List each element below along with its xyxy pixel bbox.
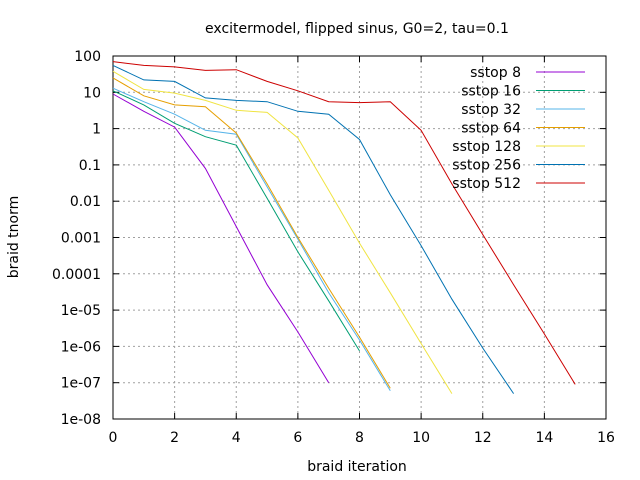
x-axis-label: braid iteration xyxy=(307,459,407,475)
series-lines xyxy=(112,61,576,394)
series-line-sstop-128 xyxy=(112,70,453,394)
legend-label: sstop 256 xyxy=(452,158,521,174)
y-tick-label: 0.0001 xyxy=(52,267,101,283)
x-tick-label: 0 xyxy=(109,430,118,446)
legend: sstop 8 sstop 16 sstop 32 sstop 64 sstop 128… xyxy=(452,65,585,192)
grid xyxy=(113,56,606,419)
legend-label: sstop 64 xyxy=(461,121,521,137)
x-tick-label: 10 xyxy=(412,430,430,446)
x-tick-label: 14 xyxy=(535,430,553,446)
y-tick-label: 1e-06 xyxy=(61,339,101,355)
legend-label: sstop 8 xyxy=(470,65,521,81)
x-tick-label: 16 xyxy=(597,430,615,446)
y-tick-label: 10 xyxy=(83,85,101,101)
chart-title: excitermodel, flipped sinus, G0=2, tau=0… xyxy=(205,21,509,37)
x-tick-label: 4 xyxy=(232,430,241,446)
x-tick-label: 12 xyxy=(474,430,492,446)
y-tick-label: 1e-05 xyxy=(61,303,101,319)
series-line-sstop-16 xyxy=(112,90,360,352)
y-tick-label: 1 xyxy=(92,122,101,138)
y-axis-label: braid tnorm xyxy=(6,196,22,279)
series-line-sstop-8 xyxy=(112,93,330,383)
legend-label: sstop 32 xyxy=(461,102,521,118)
series-line-sstop-32 xyxy=(112,87,391,392)
legend-label: sstop 16 xyxy=(461,84,521,100)
y-tick-label: 100 xyxy=(74,49,101,65)
series-line-sstop-64 xyxy=(112,77,391,389)
y-tick-label: 0.1 xyxy=(79,158,101,174)
y-tick-label: 1e-07 xyxy=(61,376,101,392)
series-line-sstop-256 xyxy=(112,64,515,394)
axis-ticks: 0 2 4 6 8 10 12 14 16 1e-08 1e-07 1e-06 1e-05 0.0001 0… xyxy=(52,49,615,446)
x-tick-label: 2 xyxy=(170,430,179,446)
y-tick-label: 0.01 xyxy=(70,194,101,210)
series-line-sstop-512 xyxy=(112,61,576,385)
x-tick-label: 6 xyxy=(293,430,302,446)
legend-label: sstop 128 xyxy=(452,139,521,155)
legend-label: sstop 512 xyxy=(452,176,521,192)
y-tick-label: 0.001 xyxy=(61,231,101,247)
y-tick-label: 1e-08 xyxy=(61,412,101,428)
x-tick-label: 8 xyxy=(355,430,364,446)
